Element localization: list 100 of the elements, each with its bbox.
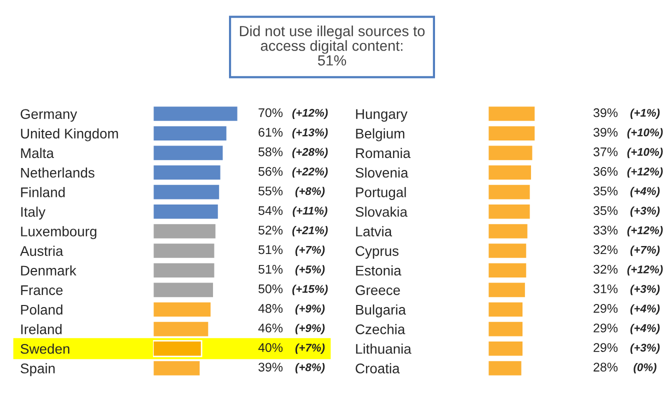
bar <box>153 164 222 182</box>
data-label: 55% <box>258 186 283 196</box>
text: (+7%) <box>295 246 325 256</box>
data-label: 50% <box>258 284 283 294</box>
bar <box>153 360 202 377</box>
bar <box>488 164 532 182</box>
y-tick-label: Slovenia <box>356 167 408 178</box>
data-label: 31% <box>593 284 618 294</box>
bar <box>153 105 238 122</box>
text: (+9%) <box>295 304 325 315</box>
y-tick-label: Croatia <box>356 363 400 374</box>
y-tick-label: United Kingdom <box>21 128 118 142</box>
data-label: 37% <box>593 147 618 156</box>
y-tick-label: Slovakia <box>356 206 408 217</box>
y-tick-label: Netherlands <box>21 167 94 178</box>
bar <box>153 124 228 142</box>
data-label: 51% <box>258 245 283 254</box>
y-tick-label: Belgium <box>356 128 404 142</box>
y-tick-label: Denmark <box>21 265 76 276</box>
bar <box>488 320 524 338</box>
text: (+8%) <box>295 363 325 374</box>
text: (+8%) <box>295 186 325 198</box>
y-tick-label: Sweden <box>20 344 70 354</box>
text: (+9%) <box>295 324 325 334</box>
y-tick-label: Romania <box>356 148 411 158</box>
y-tick-label: Bulgaria <box>356 304 406 318</box>
data-label: 51% <box>258 264 283 274</box>
bar <box>488 262 528 279</box>
data-label: 39% <box>593 128 618 137</box>
data-label: 58% <box>258 147 283 156</box>
bar <box>488 300 524 318</box>
y-tick-label: Malta <box>21 148 54 158</box>
bar <box>153 320 210 338</box>
text: (+11%) <box>292 206 328 217</box>
bar <box>153 340 202 358</box>
text: (+4%) <box>630 304 660 315</box>
data-label: 54% <box>258 206 283 215</box>
text: (+12%) <box>627 226 663 236</box>
bar <box>153 144 224 162</box>
data-label: 52% <box>258 226 283 235</box>
y-tick-label: Spain <box>20 363 55 376</box>
y-tick-label: Austria <box>20 246 64 256</box>
text: (+13%) <box>292 128 328 139</box>
data-label: 32% <box>593 264 618 274</box>
y-tick-label: Cyprus <box>356 246 398 259</box>
bar <box>488 105 536 122</box>
text: (+7%) <box>630 246 660 256</box>
text: (+15%) <box>292 284 328 296</box>
y-tick-label: Estonia <box>356 265 402 276</box>
y-tick-label: Finland <box>21 187 65 198</box>
data-label: 36% <box>593 167 618 176</box>
y-tick-label: Czechia <box>356 324 406 334</box>
bar <box>488 281 526 298</box>
bar <box>153 203 220 220</box>
data-label: 56% <box>258 167 283 176</box>
text: (+12%) <box>627 167 663 178</box>
bar <box>153 242 216 260</box>
y-tick-label: Portugal <box>356 187 406 200</box>
data-label: 35% <box>593 206 618 215</box>
data-label: 29% <box>594 324 618 332</box>
data-label: 40% <box>258 343 283 352</box>
text: (+4%) <box>630 186 660 198</box>
text: (+5%) <box>295 265 325 276</box>
bar <box>153 222 217 240</box>
y-tick-label: Germany <box>20 109 78 122</box>
bar <box>488 203 532 220</box>
bar <box>488 144 534 162</box>
data-label: 39% <box>258 362 283 372</box>
data-label: 46% <box>258 324 283 332</box>
data-label: 61% <box>258 128 283 137</box>
bar <box>488 124 536 142</box>
data-label: 29% <box>594 343 618 352</box>
y-tick-label: Greece <box>356 285 400 296</box>
y-tick-label: Hungary <box>356 109 408 122</box>
bar <box>488 184 532 201</box>
bar <box>488 360 523 377</box>
text: (+3%) <box>630 284 660 296</box>
text: (+10%) <box>627 128 663 139</box>
data-label: 32% <box>593 245 618 254</box>
data-label: 70% <box>258 108 283 118</box>
data-label: 48% <box>258 304 283 313</box>
y-tick-label: Luxembourg <box>21 226 96 240</box>
text: (+1%) <box>630 108 660 119</box>
text: (+4%) <box>630 324 660 334</box>
bar <box>488 340 524 358</box>
y-tick-label: Ireland <box>21 324 62 334</box>
text: (+22%) <box>292 167 328 178</box>
y-tick-label: Poland <box>21 304 62 315</box>
y-tick-label: France <box>21 285 63 296</box>
bar <box>488 242 528 260</box>
data-label: 39% <box>593 108 618 118</box>
text: (+10%) <box>627 148 663 158</box>
bar <box>153 184 220 201</box>
y-tick-label: Latvia <box>356 226 392 236</box>
data-label: 33% <box>593 226 618 235</box>
text: (+3%) <box>630 343 660 354</box>
bar <box>153 281 214 298</box>
data-label: 35% <box>593 186 618 196</box>
text: (+3%) <box>630 206 660 217</box>
bar <box>488 222 529 240</box>
